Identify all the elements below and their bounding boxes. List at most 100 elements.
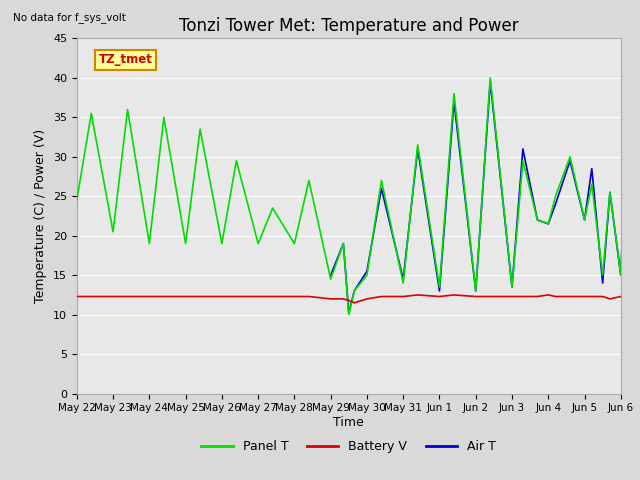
Air T (635, 190, 640, 195)
Battery V (109, 294, 117, 300)
Air T (450, 99, 458, 105)
Panel T (399, 280, 407, 286)
Legend: Panel T, Battery V, Air T: Panel T, Battery V, Air T (196, 435, 501, 458)
Battery V (628, 292, 636, 298)
Battery V (566, 294, 574, 300)
Air T (351, 288, 358, 294)
Battery V (269, 294, 276, 300)
Battery V (124, 294, 131, 300)
Line: Battery V: Battery V (77, 295, 640, 303)
Battery V (340, 296, 348, 302)
Air T (606, 190, 614, 195)
Battery V (363, 296, 371, 302)
Panel T (73, 197, 81, 203)
Panel T (351, 288, 358, 294)
Air T (588, 166, 596, 171)
Battery V (519, 294, 527, 300)
Battery V (588, 294, 596, 300)
Panel T (588, 181, 596, 187)
Battery V (580, 294, 588, 300)
Panel T (621, 181, 628, 187)
Battery V (450, 292, 458, 298)
Battery V (218, 294, 226, 300)
Air T (580, 217, 588, 223)
Panel T (599, 272, 607, 278)
Panel T (628, 313, 636, 319)
Panel T (327, 276, 335, 282)
Air T (621, 185, 628, 191)
Battery V (436, 294, 444, 300)
Air T (327, 272, 335, 278)
Air T (552, 201, 559, 207)
Panel T (196, 126, 204, 132)
Air T (508, 284, 516, 290)
Panel T (232, 158, 240, 164)
Battery V (621, 296, 628, 302)
Air T (436, 288, 444, 294)
Panel T (566, 154, 574, 160)
Panel T (472, 288, 479, 294)
Panel T (414, 142, 422, 148)
Battery V (508, 294, 516, 300)
Battery V (145, 294, 153, 300)
Battery V (545, 292, 552, 298)
Air T (472, 288, 479, 294)
Air T (545, 221, 552, 227)
Panel T (109, 229, 117, 235)
Air T (414, 146, 422, 152)
Line: Panel T: Panel T (77, 78, 640, 316)
Panel T (545, 221, 552, 227)
Panel T (218, 241, 226, 247)
Battery V (291, 294, 298, 300)
Panel T (145, 241, 153, 247)
Text: No data for f_sys_volt: No data for f_sys_volt (13, 12, 125, 23)
Line: Air T: Air T (331, 82, 640, 315)
Battery V (327, 296, 335, 302)
Battery V (617, 294, 625, 300)
Panel T (508, 284, 516, 290)
Battery V (552, 294, 559, 300)
Air T (617, 272, 625, 278)
Air T (534, 217, 541, 223)
Battery V (351, 300, 358, 306)
Text: TZ_tmet: TZ_tmet (99, 53, 152, 66)
Battery V (305, 294, 313, 300)
Battery V (599, 294, 607, 300)
Air T (599, 280, 607, 286)
Panel T (340, 241, 348, 247)
Panel T (124, 107, 131, 112)
Air T (566, 158, 574, 164)
Air T (345, 310, 353, 316)
Battery V (534, 294, 541, 300)
Air T (486, 79, 494, 84)
Panel T (269, 205, 276, 211)
Panel T (519, 158, 527, 164)
Panel T (88, 110, 95, 116)
Panel T (291, 241, 298, 247)
Battery V (635, 296, 640, 302)
Panel T (363, 272, 371, 278)
Panel T (254, 241, 262, 247)
Battery V (486, 294, 494, 300)
Panel T (160, 114, 168, 120)
Panel T (378, 178, 385, 183)
Battery V (345, 298, 353, 303)
Y-axis label: Temperature (C) / Power (V): Temperature (C) / Power (V) (35, 129, 47, 303)
Panel T (580, 217, 588, 223)
Panel T (486, 75, 494, 81)
Panel T (345, 312, 353, 318)
Battery V (472, 294, 479, 300)
Panel T (635, 185, 640, 191)
Panel T (182, 241, 189, 247)
Battery V (606, 296, 614, 302)
Panel T (552, 193, 559, 199)
Air T (399, 276, 407, 282)
Air T (519, 146, 527, 152)
Air T (628, 312, 636, 318)
Air T (378, 185, 385, 191)
Battery V (399, 294, 407, 300)
Title: Tonzi Tower Met: Temperature and Power: Tonzi Tower Met: Temperature and Power (179, 17, 518, 36)
Battery V (232, 294, 240, 300)
Air T (340, 241, 348, 247)
Panel T (305, 178, 313, 183)
